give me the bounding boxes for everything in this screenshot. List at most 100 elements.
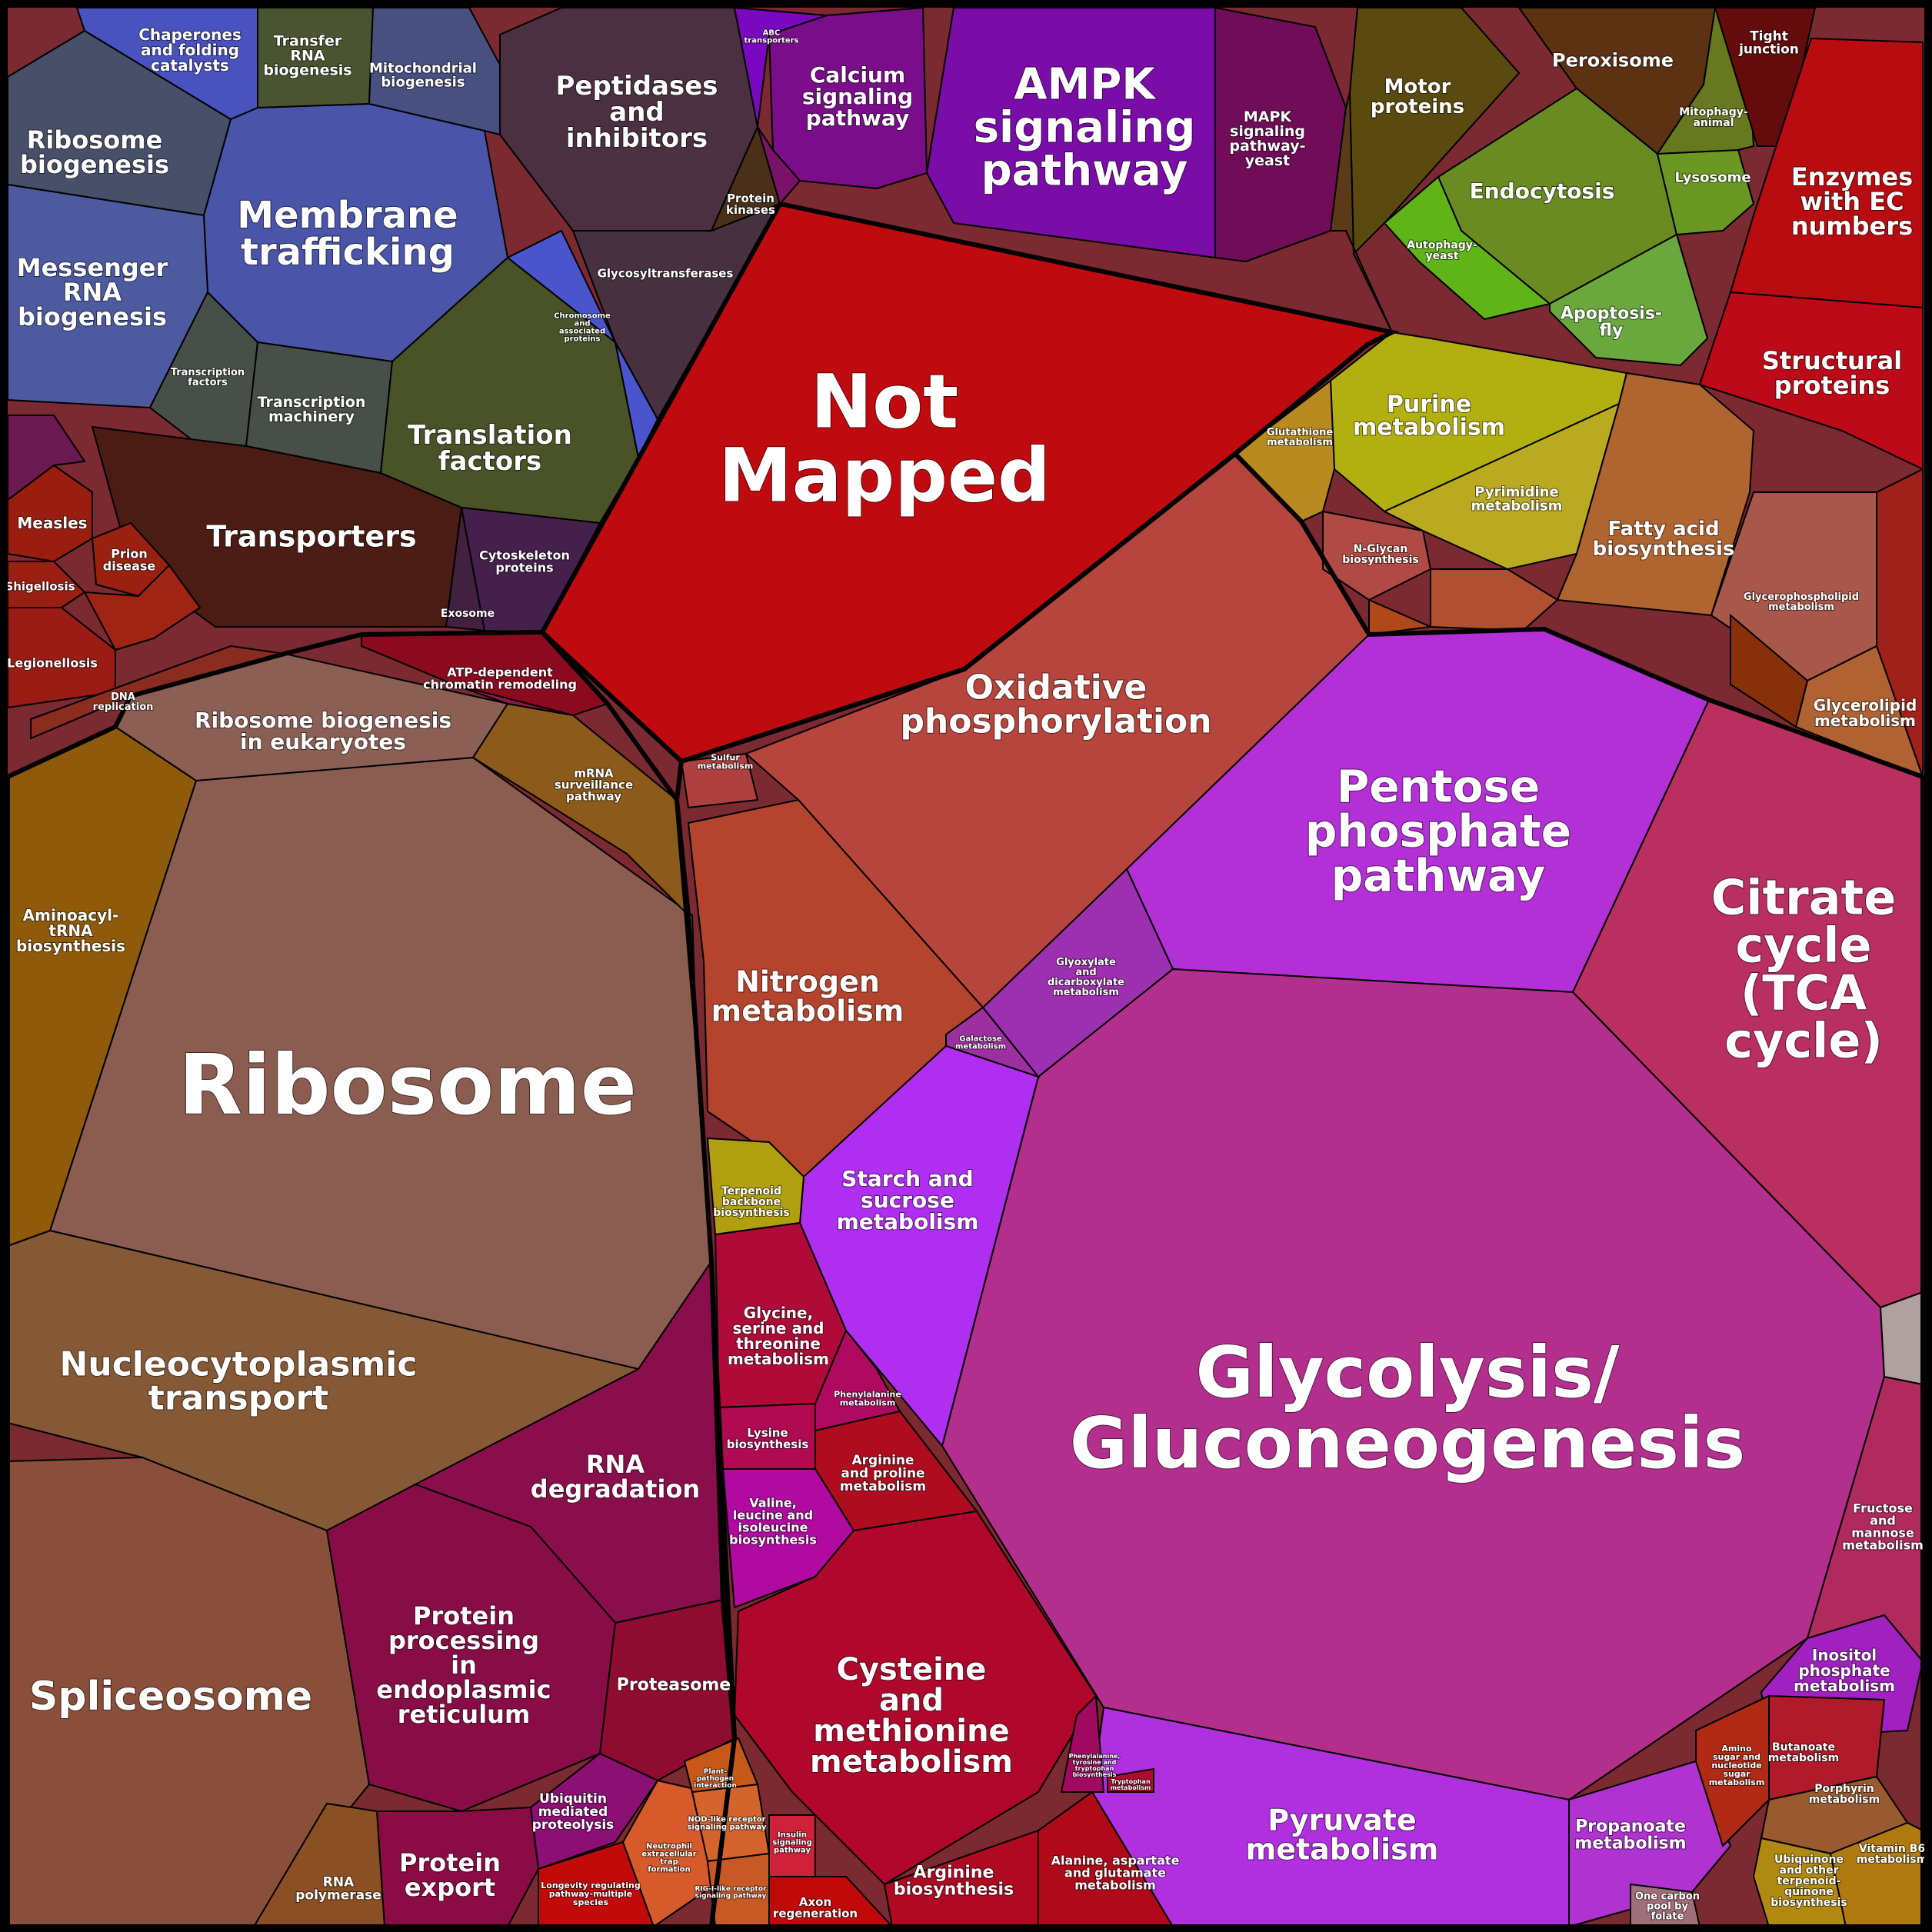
label-line: trafficking	[241, 231, 455, 274]
label-chaperones: Chaperones and folding catalysts	[138, 25, 242, 75]
label-transcription-machinery: Transcription machinery	[258, 394, 366, 425]
label-line: biosynthesis	[1073, 1771, 1117, 1778]
label-line: Nitrogen	[735, 964, 880, 998]
cell-plant-pathogen	[683, 1737, 759, 1794]
label-line: Spliceosome	[29, 1674, 312, 1720]
label-glycerophospholipid: Glycerophospholipid metabolism	[1744, 591, 1859, 613]
label-mitophagy-animal: Mitophagy-animal	[1679, 106, 1748, 129]
label-line: biogenesis	[18, 302, 167, 331]
label-ubiquinone: Ubiquinone and other terpenoid-quinone bios…	[1770, 1854, 1847, 1909]
label-line: transport	[148, 1378, 328, 1417]
label-membrane-trafficking: Membrane trafficking	[237, 194, 458, 274]
label-chromosome-proteins: Chromosome and associated proteins	[554, 312, 611, 344]
label-line: Purine	[1387, 391, 1471, 418]
label-line: threonine	[736, 1334, 821, 1353]
label-ubiquitin-proteolysis: Ubiquitin mediated proteolysis	[532, 1791, 615, 1833]
label-line: Calcium	[810, 62, 905, 88]
label-line: and	[609, 97, 665, 128]
label-line: tryptophan	[1075, 1765, 1114, 1772]
label-line: One carbon	[1635, 1891, 1700, 1903]
label-line: Ribosome	[178, 1038, 637, 1134]
label-line: proteins	[1774, 371, 1890, 400]
label-line: yeast	[1245, 152, 1290, 169]
label-line: Ribosome biogenesis	[195, 708, 451, 733]
label-sulfur-metabolism: Sulfur metabolism	[698, 752, 754, 771]
label-citrate-cycle: Citrate cycle (TCA cycle)	[1711, 870, 1897, 1069]
label-line: pathogen	[697, 1775, 734, 1783]
label-structural-proteins: Structural proteins	[1762, 346, 1902, 400]
label-line: backbone	[722, 1196, 781, 1208]
label-lysine-biosynthesis: Lysine biosynthesis	[727, 1426, 809, 1451]
label-mrna-surveillance: mRNA surveillance pathway	[555, 766, 633, 803]
label-line: metabolism	[698, 761, 754, 771]
label-neutrophil: Neutrophil extracellular trap formation	[641, 1843, 697, 1874]
label-tryptophan: Tryptophan metabolism	[1111, 1778, 1151, 1791]
label-line: Phenylalanine,	[1069, 1753, 1121, 1760]
label-legionellosis: Legionellosis	[7, 656, 98, 671]
label-line: Porphyrin	[1814, 1783, 1874, 1795]
label-propanoate-metabolism: Propanoate metabolism	[1574, 1817, 1686, 1854]
label-cysteine-methionine: Cysteine and methionine metabolism	[810, 1652, 1013, 1780]
cell-tryptophan	[1107, 1767, 1154, 1793]
label-line: signaling	[974, 103, 1196, 153]
label-line: metabolism	[1709, 1777, 1765, 1787]
label-line: biogenesis	[263, 62, 351, 79]
label-line: proteins	[495, 561, 553, 575]
label-line: metabolism	[810, 1744, 1013, 1780]
label-line: Valine,	[749, 1496, 797, 1511]
label-exosome: Exosome	[441, 608, 495, 620]
label-line: signaling	[802, 84, 913, 109]
label-line: processing	[388, 1626, 539, 1655]
label-line: Structural	[1762, 346, 1902, 375]
label-line: polymerase	[295, 1887, 381, 1903]
label-one-carbon-folate: One carbon pool by folate	[1635, 1891, 1700, 1923]
label-line: Starch and	[841, 1166, 973, 1191]
label-line: Vitamin B6	[1859, 1843, 1925, 1855]
label-line: Shigellosis	[5, 579, 75, 593]
label-spliceosome: Spliceosome	[29, 1674, 312, 1720]
label-autophagy-yeast: Autophagy-yeast	[1407, 239, 1477, 262]
label-line: Legionellosis	[7, 656, 98, 671]
label-line: inhibitors	[566, 123, 708, 154]
label-proteasome: Proteasome	[617, 1676, 731, 1695]
label-line: Membrane	[237, 194, 458, 237]
label-oxidative-phosphorylation: Oxidative phosphorylation	[900, 668, 1211, 741]
label-line: metabolism	[837, 1209, 979, 1234]
label-line: machinery	[268, 408, 355, 425]
label-line: catalysts	[151, 56, 229, 75]
label-line: and	[879, 1683, 944, 1718]
label-line: and	[1075, 967, 1096, 978]
label-alanine-aspartate: Alanine, aspartate and glutamate metabolis…	[1051, 1854, 1180, 1893]
label-inositol-phosphate: Inositol phosphate metabolism	[1794, 1646, 1895, 1695]
label-line: Arginine	[851, 1453, 914, 1468]
label-phenylalanine-tyrosine: Phenylalanine, tyrosine and tryptophan bios…	[1069, 1753, 1121, 1778]
label-line: Arginine	[914, 1864, 994, 1883]
label-line: chromatin remodeling	[423, 678, 577, 692]
region-border	[5, 629, 738, 1929]
label-line: Proteasome	[617, 1676, 731, 1695]
label-ampk-signaling: AMPK signaling pathway	[974, 60, 1196, 196]
label-line: AMPK	[1014, 60, 1157, 110]
label-line: metabolism	[955, 1043, 1006, 1051]
label-not-mapped: Not Mapped	[718, 359, 1051, 519]
cell-small-unlabeled-4	[1430, 568, 1559, 632]
label-line: factors	[438, 446, 542, 477]
label-line: Ribosome	[27, 125, 163, 155]
label-ribosome: Ribosome	[178, 1038, 637, 1134]
label-line: Mitophagy-	[1679, 106, 1748, 118]
label-line: Cysteine	[837, 1652, 987, 1687]
label-line: Glycosyltransferases	[598, 266, 734, 280]
label-line: nucleotide	[1711, 1760, 1761, 1770]
label-pentose-phosphate-pathway: Pentose phosphate pathway	[1305, 760, 1571, 901]
label-line: cycle	[1735, 918, 1871, 974]
label-line: Translation	[408, 420, 572, 451]
label-line: biosynthesis	[727, 1437, 809, 1451]
label-line: proteolysis	[532, 1817, 615, 1833]
label-line: formation	[648, 1866, 691, 1874]
label-line: Gluconeogenesis	[1070, 1402, 1746, 1484]
label-line: transporters	[744, 37, 799, 45]
label-line: pathway	[566, 789, 621, 803]
cell-terpenoid-backbone	[706, 1137, 805, 1236]
label-line: Amino	[1721, 1744, 1752, 1754]
label-line: terpenoid-	[1777, 1875, 1841, 1887]
